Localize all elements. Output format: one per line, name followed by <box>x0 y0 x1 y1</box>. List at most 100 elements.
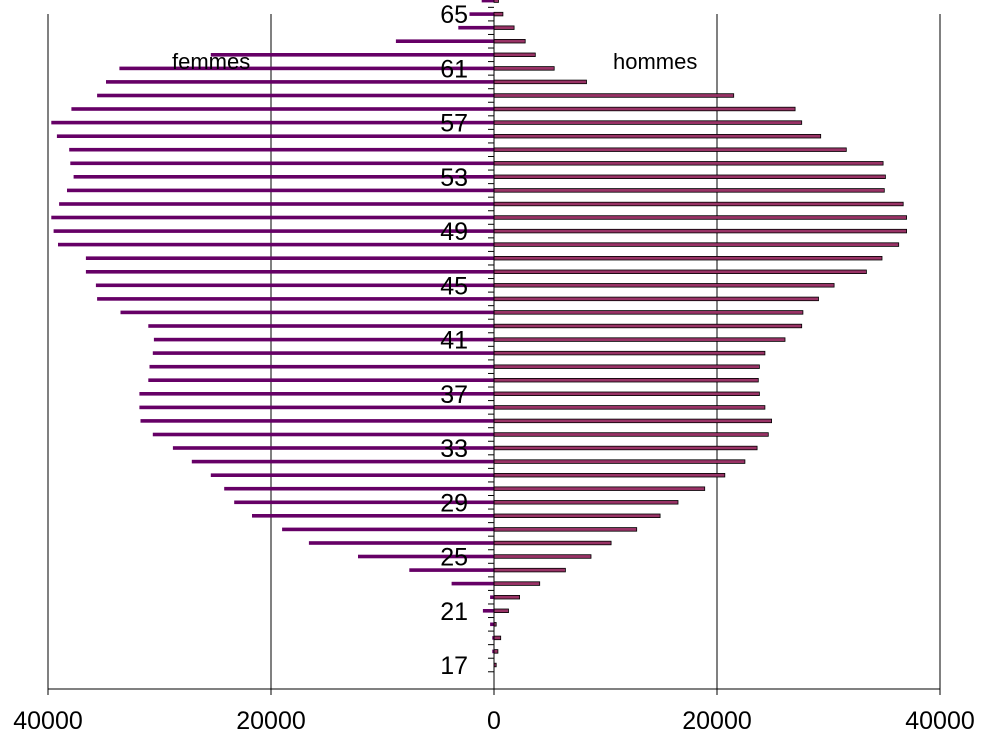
bar-femmes-43 <box>120 310 494 315</box>
bar-hommes-30 <box>493 486 706 491</box>
bar-femmes-35 <box>140 419 494 423</box>
bar-femmes-22 <box>490 595 494 599</box>
bar-femmes-40 <box>152 351 495 355</box>
y-tick-label-age: 61 <box>440 55 468 83</box>
bar-hommes-44 <box>493 296 819 302</box>
bar-hommes-22 <box>493 595 521 600</box>
bar-hommes-49 <box>493 228 908 234</box>
bar-femmes-25 <box>358 554 494 559</box>
bar-femmes-26 <box>308 541 494 545</box>
bar-femmes-64 <box>458 25 494 30</box>
series-label-femmes: femmes <box>172 49 250 74</box>
bar-femmes-28 <box>252 514 494 518</box>
bar-hommes-58 <box>493 106 796 112</box>
bar-femmes-48 <box>58 242 494 247</box>
bar-hommes-48 <box>493 242 900 247</box>
x-tick-label: 40000 <box>905 707 975 735</box>
bar-femmes-49 <box>53 229 494 233</box>
bar-hommes-38 <box>493 377 759 383</box>
bar-hommes-50 <box>493 215 908 220</box>
bar-femmes-30 <box>224 486 494 491</box>
bar-femmes-53 <box>73 175 494 179</box>
bar-hommes-41 <box>493 337 786 342</box>
y-tick-label-age: 25 <box>440 544 468 572</box>
bar-femmes-65 <box>469 12 494 16</box>
bar-hommes-52 <box>493 188 885 193</box>
bar-hommes-26 <box>493 540 612 546</box>
bar-hommes-43 <box>493 310 804 315</box>
bar-femmes-20 <box>490 622 494 627</box>
series-labels: femmes hommes <box>172 49 697 74</box>
bar-hommes-64 <box>493 25 515 30</box>
y-tick-label-age: 17 <box>440 652 468 680</box>
bar-hommes-47 <box>493 255 883 261</box>
bar-femmes-57 <box>51 120 495 125</box>
bar-hommes-29 <box>493 500 679 505</box>
bar-hommes-66 <box>493 0 499 3</box>
bar-hommes-60 <box>493 79 587 85</box>
bar-femmes-63 <box>395 39 494 43</box>
bar-femmes-23 <box>451 581 494 586</box>
y-tick-label-age: 21 <box>440 598 468 626</box>
bar-hommes-61 <box>493 66 555 71</box>
bar-femmes-59 <box>97 93 494 98</box>
bar-femmes-47 <box>85 256 495 260</box>
bar-femmes-34 <box>152 432 495 437</box>
bar-femmes-29 <box>234 500 494 505</box>
bar-hommes-23 <box>493 581 541 586</box>
bar-hommes-63 <box>493 39 526 44</box>
bar-hommes-45 <box>493 283 835 288</box>
bar-femmes-27 <box>282 527 494 532</box>
x-tick-label: 40000 <box>13 707 83 735</box>
bar-femmes-36 <box>139 405 494 410</box>
bar-femmes-44 <box>97 297 494 301</box>
bar-hommes-25 <box>493 554 592 559</box>
bar-hommes-18 <box>493 649 499 654</box>
bar-hommes-28 <box>493 513 661 518</box>
bar-hommes-42 <box>493 323 803 329</box>
bar-femmes-66 <box>481 0 494 3</box>
bar-hommes-56 <box>493 133 822 139</box>
bar-hommes-36 <box>493 405 766 410</box>
bars <box>51 0 908 668</box>
bar-femmes-38 <box>148 378 495 382</box>
bar-hommes-55 <box>493 147 847 152</box>
bar-femmes-32 <box>191 459 495 464</box>
bar-femmes-56 <box>56 134 495 138</box>
bar-femmes-62 <box>210 53 495 57</box>
y-tick-label-age: 65 <box>440 1 468 29</box>
bar-hommes-46 <box>493 269 867 274</box>
axes <box>47 6 941 695</box>
y-tick-label-age: 29 <box>440 489 468 517</box>
bar-femmes-45 <box>95 283 495 288</box>
bar-hommes-62 <box>493 52 536 57</box>
series-label-hommes: hommes <box>613 49 697 74</box>
bar-femmes-41 <box>153 337 494 342</box>
bar-femmes-42 <box>148 324 495 328</box>
x-tick-label: 20000 <box>236 707 306 735</box>
bar-hommes-19 <box>493 635 502 641</box>
bar-femmes-61 <box>119 66 495 71</box>
bar-hommes-24 <box>493 567 566 573</box>
bar-hommes-57 <box>493 120 803 125</box>
bar-hommes-51 <box>493 201 904 207</box>
bar-hommes-31 <box>493 472 726 478</box>
bar-femmes-18 <box>492 649 494 654</box>
bar-femmes-37 <box>139 392 494 396</box>
y-tick-label-age: 37 <box>440 381 468 409</box>
bar-femmes-24 <box>409 568 494 572</box>
y-tick-label-age: 53 <box>440 164 468 192</box>
bar-femmes-54 <box>70 161 495 166</box>
bar-femmes-55 <box>69 147 494 152</box>
bar-femmes-39 <box>149 364 494 369</box>
bar-femmes-19 <box>492 636 494 640</box>
bar-femmes-21 <box>482 609 495 613</box>
y-tick-label-age: 41 <box>440 327 468 355</box>
bar-hommes-59 <box>493 93 735 98</box>
y-tick-label-age: 33 <box>440 435 468 463</box>
bar-femmes-31 <box>210 473 495 477</box>
bar-femmes-51 <box>59 202 494 206</box>
bar-hommes-65 <box>493 11 504 17</box>
bar-hommes-35 <box>493 418 773 424</box>
